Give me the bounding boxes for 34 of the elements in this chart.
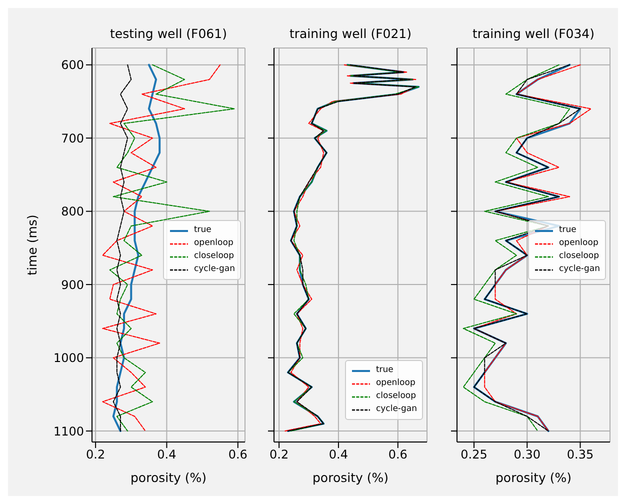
x-axis-title: porosity (%) (130, 470, 206, 485)
x-tick-label: 0.6 (388, 448, 408, 462)
x-axis-title: porosity (%) (312, 470, 388, 485)
legend-label: openloop (194, 237, 234, 250)
legend-label: cycle-gan (376, 403, 417, 416)
y-tick-label: 1100 (53, 424, 84, 438)
x-tick-label: 0.30 (514, 448, 540, 462)
x-tick-label: 0.4 (157, 448, 176, 462)
x-tick-label: 0.2 (86, 448, 106, 462)
y-tick-label: 1000 (53, 351, 84, 366)
x-tick-label: 0.6 (228, 448, 248, 462)
legend-label: closeloop (194, 250, 234, 263)
legend-label: true (376, 364, 394, 377)
x-tick-label: 0.2 (270, 448, 289, 462)
x-tick-label: 0.35 (566, 448, 594, 462)
chart-title: training well (F034) (471, 26, 596, 41)
legend-label: cycle-gan (558, 263, 600, 276)
x-tick-label: 0.25 (460, 448, 488, 462)
chart-title: testing well (F061) (109, 26, 228, 41)
legend-label: cycle-gan (194, 263, 235, 276)
chart-title: training well (F021) (288, 26, 413, 41)
legend-label: closeloop (558, 250, 600, 263)
y-tick-label: 600 (61, 58, 84, 72)
y-tick-label: 900 (61, 278, 84, 292)
y-axis-title: time (ms) (24, 214, 40, 276)
legend-label: true (558, 224, 576, 237)
y-tick-label: 800 (61, 204, 84, 219)
legend-label: openloop (376, 377, 416, 390)
legend-label: openloop (558, 237, 598, 250)
y-tick-label: 700 (61, 131, 84, 146)
x-tick-label: 0.4 (328, 448, 348, 462)
x-axis-title: porosity (%) (496, 470, 572, 485)
legend-label: true (194, 224, 212, 237)
legend-label: closeloop (376, 390, 416, 403)
